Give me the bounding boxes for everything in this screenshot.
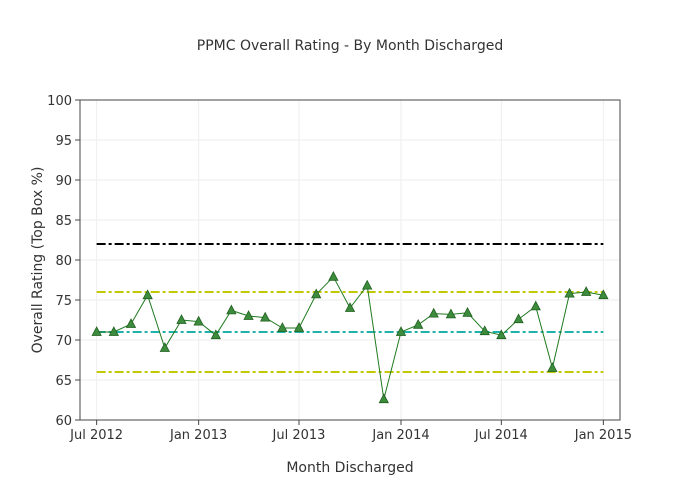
- y-axis-label: Overall Rating (Top Box %): [30, 167, 46, 354]
- data-point: [125, 318, 137, 328]
- data-point: [243, 310, 254, 320]
- y-tick-label: 95: [55, 134, 72, 149]
- data-point: [226, 304, 237, 315]
- y-tick-label: 90: [55, 174, 72, 189]
- x-tick-label: Jul 2012: [69, 428, 123, 443]
- chart-title: PPMC Overall Rating - By Month Discharge…: [197, 38, 503, 54]
- x-axis-label: Month Discharged: [286, 460, 413, 476]
- data-point: [328, 270, 339, 281]
- y-tick-label: 85: [55, 214, 72, 229]
- y-tick-label: 100: [47, 94, 72, 109]
- data-point: [311, 288, 322, 299]
- data-point: [108, 326, 119, 336]
- reference-lines: [96, 243, 604, 373]
- data-point: [91, 326, 102, 336]
- data-point: [378, 393, 389, 404]
- data-point: [193, 315, 204, 326]
- data-point: [496, 329, 507, 340]
- x-tick-label: Jan 2014: [371, 428, 429, 443]
- data-point: [564, 287, 575, 298]
- plot-frame: [79, 99, 621, 421]
- series-layer: [91, 270, 609, 404]
- data-point: [395, 326, 407, 336]
- data-point: [598, 289, 609, 300]
- data-point: [159, 342, 170, 352]
- data-point: [210, 329, 221, 340]
- y-tick-label: 65: [55, 374, 72, 389]
- y-tick-label: 60: [55, 414, 72, 429]
- data-point: [445, 308, 457, 319]
- x-tick-label: Jul 2013: [272, 428, 326, 443]
- data-point: [260, 311, 271, 322]
- data-point: [293, 322, 305, 332]
- data-point: [176, 314, 187, 324]
- data-point: [428, 307, 439, 318]
- data-point: [479, 325, 490, 336]
- x-tick-label: Jan 2013: [169, 428, 227, 443]
- data-point: [462, 306, 473, 317]
- axis-layer: 60 65 70 75 80 85 90 95 100 Jul 2012 Jan 2013 Jul 2…: [47, 94, 632, 443]
- x-tick-label: Jan 2015: [574, 428, 632, 443]
- data-point: [277, 322, 288, 332]
- data-point: [362, 279, 373, 290]
- y-tick-label: 80: [55, 254, 72, 269]
- data-point: [530, 300, 541, 311]
- series-line: [96, 275, 604, 400]
- grid-layer: [80, 99, 620, 421]
- data-point: [581, 286, 592, 296]
- y-tick-label: 70: [55, 334, 72, 349]
- data-point: [142, 289, 153, 300]
- x-tick-label: Jul 2014: [474, 428, 528, 443]
- data-point: [413, 318, 424, 329]
- data-point: [344, 302, 356, 312]
- data-point: [547, 362, 558, 372]
- data-point: [513, 313, 524, 324]
- y-tick-label: 75: [55, 294, 72, 309]
